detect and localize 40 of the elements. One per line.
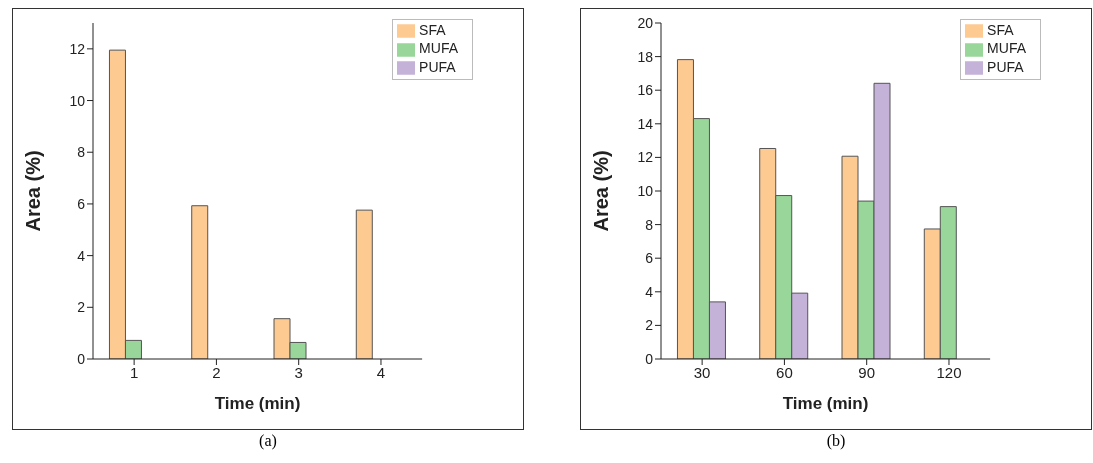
x-axis-title: Time (min) — [782, 394, 869, 413]
text: (b) — [825, 432, 847, 450]
x-tick-label: 4 — [376, 363, 386, 381]
x-tick-label: 60 — [776, 363, 793, 381]
y-tick-label: 2 — [77, 299, 86, 316]
y-tick-label: 14 — [637, 115, 654, 132]
y-tick-label: 8 — [77, 144, 86, 161]
y-tick-label: 18 — [637, 48, 654, 65]
y-axis-title: Area (%) — [590, 150, 613, 232]
legend-label: SFA — [419, 22, 446, 38]
legend-label: PUFA — [419, 58, 456, 75]
x-tick-label: 30 — [693, 363, 711, 381]
y-tick-label: 8 — [645, 216, 654, 233]
y-tick-label: 0 — [77, 350, 86, 367]
legend-label: PUFA — [987, 58, 1024, 75]
y-tick-label: 2 — [645, 317, 654, 334]
x-tick-label: 2 — [212, 363, 221, 381]
y-axis-title: Area (%) — [22, 150, 45, 232]
bar — [355, 209, 373, 359]
x-axis-title: Time (min) — [214, 394, 301, 413]
y-tick-label: 4 — [645, 283, 654, 300]
y-tick-label: 12 — [69, 40, 86, 57]
y-tick-label: 12 — [637, 149, 654, 166]
legend-label: MUFA — [987, 40, 1026, 57]
y-tick-label: 20 — [637, 14, 654, 31]
y-tick-label: 10 — [637, 182, 654, 199]
bar — [191, 205, 209, 359]
y-tick-label: 6 — [77, 195, 86, 212]
x-tick-label: 90 — [858, 363, 876, 381]
legend-label: SFA — [987, 22, 1014, 38]
x-tick-label: 120 — [936, 363, 962, 381]
y-tick-label: 6 — [645, 250, 654, 267]
y-tick-label: 0 — [645, 350, 654, 367]
y-tick-label: 16 — [637, 82, 654, 99]
text: (a) — [258, 432, 278, 450]
x-tick-label: 3 — [294, 363, 303, 381]
legend-label: MUFA — [419, 40, 458, 57]
y-tick-label: 10 — [69, 92, 86, 109]
y-tick-label: 4 — [77, 247, 86, 264]
x-tick-label: 1 — [129, 363, 139, 381]
